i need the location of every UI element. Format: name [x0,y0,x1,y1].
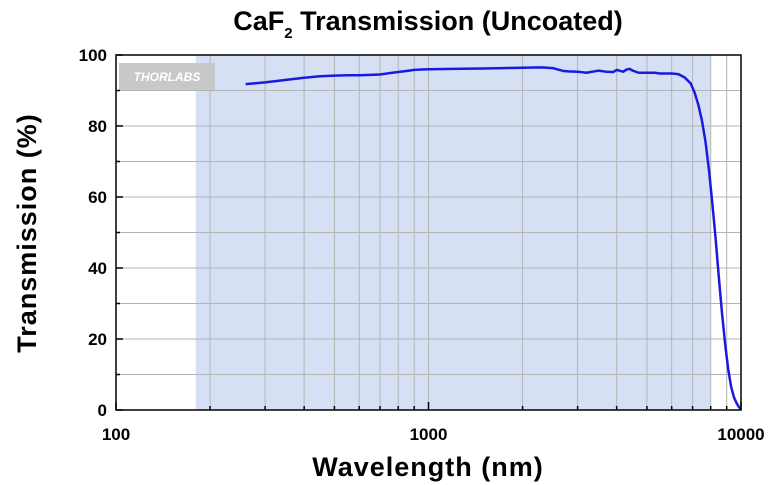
y-axis-label: Transmission (%) [12,113,42,353]
chart-title: CaF2 Transmission (Uncoated) [233,6,622,42]
logo-box [119,63,215,90]
y-tick-label: 20 [88,330,107,349]
x-axis-label: Wavelength (nm) [312,452,544,482]
series-line [245,66,742,411]
plot-area: THORLABS 0 20 40 60 80 100 100 1000 10000 [79,46,765,444]
y-tick-label: 60 [88,188,107,207]
y-tick-label: 0 [98,401,107,420]
chart-title-suffix: Transmission (Uncoated) [293,6,623,36]
chart-title-subscript: 2 [284,25,292,42]
thorlabs-logo: THORLABS [134,70,201,84]
x-tick-label: 100 [102,425,130,444]
x-tick-label: 1000 [410,425,448,444]
y-tick-label: 100 [79,46,107,65]
y-tick-label: 80 [88,117,107,136]
y-tick-label: 40 [88,259,107,278]
x-tick-label: 10000 [717,425,764,444]
